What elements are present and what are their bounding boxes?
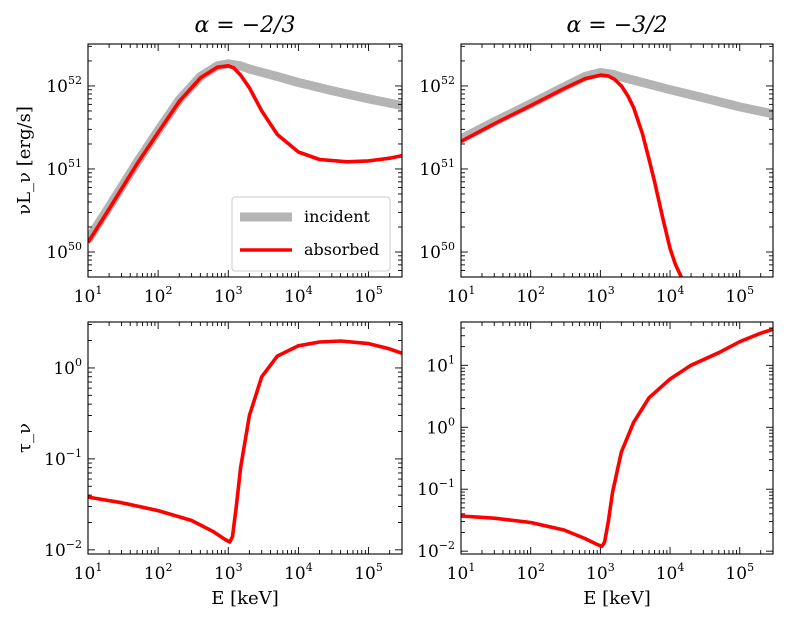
y-tick-label: 1050 <box>419 240 455 263</box>
legend: incident absorbed <box>231 196 391 272</box>
x-tick-label: 105 <box>354 284 383 307</box>
series-line-absorbed <box>461 73 683 277</box>
x-tick-label: 102 <box>144 284 173 307</box>
panel-bottom-right: 101 102 103 104 105 10−2 10−1 100 101 E [keV] <box>417 321 774 609</box>
x-tick-label: 104 <box>656 561 685 584</box>
x-tick-label: 102 <box>144 561 173 584</box>
x-tick-label: 104 <box>656 284 685 307</box>
x-tick-label: 104 <box>284 561 313 584</box>
y-axis-label: νL_ν [erg/s] <box>14 106 35 215</box>
panel-top-left: 101 102 103 104 105 1050 1051 1052 α = −2/3 νL_ν … <box>14 13 403 307</box>
x-tick-label: 101 <box>447 284 476 307</box>
x-tick-label: 103 <box>586 284 615 307</box>
x-tick-label: 105 <box>725 284 754 307</box>
series-line-absorbed <box>88 64 402 244</box>
x-tick-label: 101 <box>74 284 103 307</box>
x-tick-label: 103 <box>214 284 243 307</box>
x-tick-label: 105 <box>725 561 754 584</box>
series-line-absorbed <box>88 339 402 544</box>
panel-top-right: 101 102 103 104 105 1050 1051 1052 α = −3/2 <box>419 13 774 307</box>
axes-frame <box>87 43 403 278</box>
x-tick-label: 105 <box>354 561 383 584</box>
x-axis-label: E [keV] <box>583 588 650 609</box>
legend-label-absorbed: absorbed <box>304 240 379 259</box>
y-axis-label: τ_ν <box>14 423 35 453</box>
y-tick-label: 101 <box>426 353 455 376</box>
axes-frame <box>460 43 774 278</box>
y-tick-label: 100 <box>426 415 455 438</box>
y-tick-label: 10−1 <box>44 447 82 470</box>
axes-frame <box>87 321 403 555</box>
panel-title: α = −3/2 <box>566 13 667 38</box>
y-tick-label: 10−1 <box>417 477 455 500</box>
panel-title: α = −2/3 <box>194 13 295 38</box>
x-tick-label: 103 <box>214 561 243 584</box>
y-tick-label: 1050 <box>46 240 82 263</box>
panel-bottom-left: 101 102 103 104 105 10−2 10−1 100 E [keV] τ_ν <box>14 321 403 609</box>
x-tick-label: 101 <box>447 561 476 584</box>
x-tick-label: 102 <box>516 561 545 584</box>
x-axis-label: E [keV] <box>211 588 278 609</box>
y-tick-label: 100 <box>53 356 82 379</box>
y-tick-label: 1051 <box>419 157 455 180</box>
x-tick-label: 101 <box>74 561 103 584</box>
y-tick-label: 10−2 <box>417 539 455 562</box>
axes-frame <box>460 321 774 555</box>
x-tick-label: 104 <box>284 284 313 307</box>
x-tick-label: 103 <box>586 561 615 584</box>
y-tick-label: 10−2 <box>44 538 82 561</box>
x-tick-label: 102 <box>516 284 545 307</box>
y-tick-label: 1051 <box>46 157 82 180</box>
y-tick-label: 1052 <box>46 74 82 97</box>
legend-label-incident: incident <box>304 207 371 226</box>
series-line-absorbed <box>461 327 773 549</box>
y-tick-label: 1052 <box>419 74 455 97</box>
